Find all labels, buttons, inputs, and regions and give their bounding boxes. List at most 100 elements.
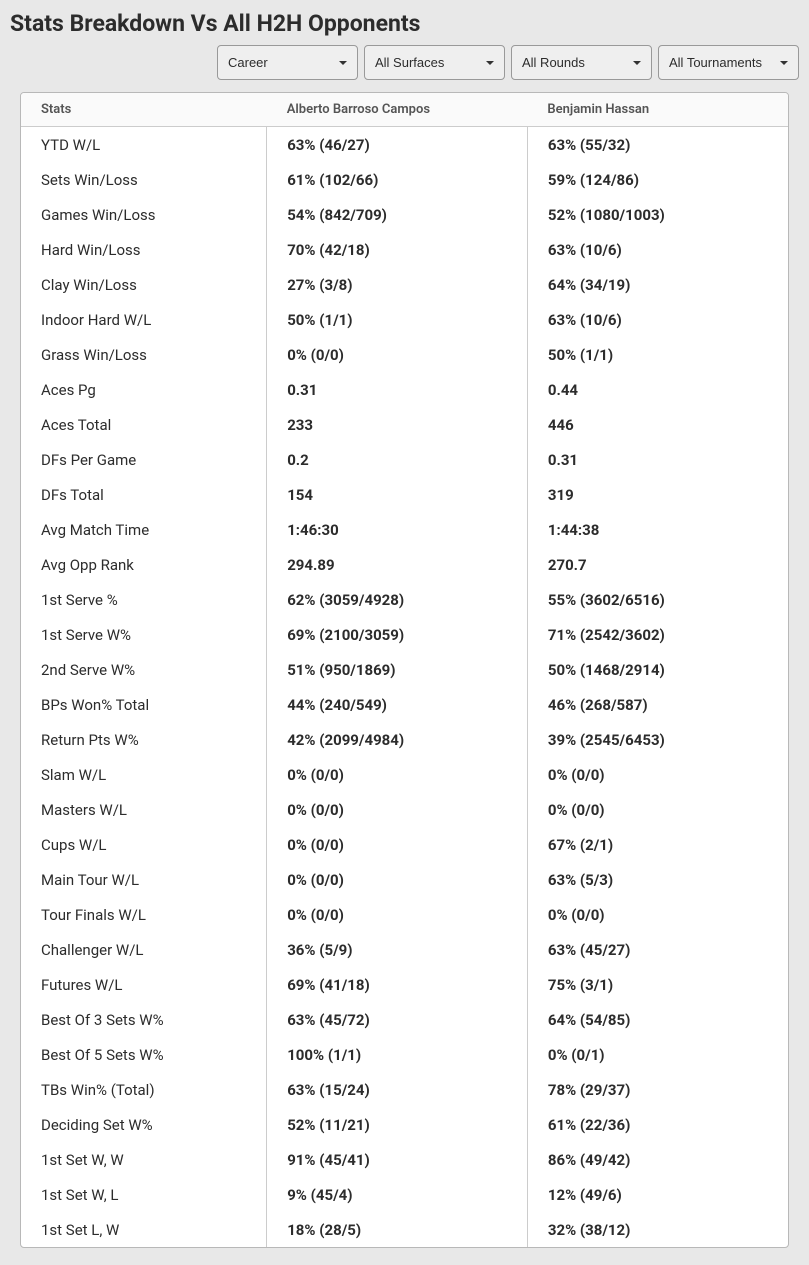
page-title: Stats Breakdown Vs All H2H Opponents: [0, 0, 809, 45]
stat-label: 1st Set L, W: [21, 1212, 267, 1247]
stat-value-player1: 63% (15/24): [267, 1072, 528, 1107]
stat-label: Main Tour W/L: [21, 862, 267, 897]
stat-value-player1: 44% (240/549): [267, 687, 528, 722]
stat-value-player2: 59% (124/86): [527, 162, 788, 197]
table-row: Cups W/L0% (0/0)67% (2/1): [21, 827, 788, 862]
stat-label: Deciding Set W%: [21, 1107, 267, 1142]
stat-value-player1: 100% (1/1): [267, 1037, 528, 1072]
table-row: Indoor Hard W/L50% (1/1)63% (10/6): [21, 302, 788, 337]
stat-label: BPs Won% Total: [21, 687, 267, 722]
stat-label: Indoor Hard W/L: [21, 302, 267, 337]
stat-value-player2: 75% (3/1): [527, 967, 788, 1002]
stat-label: YTD W/L: [21, 127, 267, 163]
stat-value-player2: 12% (49/6): [527, 1177, 788, 1212]
stat-label: 1st Serve W%: [21, 617, 267, 652]
stat-value-player2: 319: [527, 477, 788, 512]
filters-row: Career All Surfaces All Rounds All Tourn…: [0, 45, 809, 92]
table-row: YTD W/L63% (46/27)63% (55/32): [21, 127, 788, 163]
stat-label: TBs Win% (Total): [21, 1072, 267, 1107]
stat-label: Clay Win/Loss: [21, 267, 267, 302]
stat-label: 1st Set W, L: [21, 1177, 267, 1212]
stat-value-player1: 0.31: [267, 372, 528, 407]
stat-value-player2: 64% (34/19): [527, 267, 788, 302]
stat-value-player1: 0% (0/0): [267, 897, 528, 932]
stat-value-player1: 70% (42/18): [267, 232, 528, 267]
table-row: Deciding Set W%52% (11/21)61% (22/36): [21, 1107, 788, 1142]
stat-value-player1: 62% (3059/4928): [267, 582, 528, 617]
stat-label: Best Of 5 Sets W%: [21, 1037, 267, 1072]
stat-label: Futures W/L: [21, 967, 267, 1002]
stat-label: Aces Total: [21, 407, 267, 442]
stat-value-player2: 71% (2542/3602): [527, 617, 788, 652]
stat-label: DFs Per Game: [21, 442, 267, 477]
stat-label: DFs Total: [21, 477, 267, 512]
stat-value-player1: 0% (0/0): [267, 792, 528, 827]
stat-value-player1: 54% (842/709): [267, 197, 528, 232]
table-row: DFs Per Game0.20.31: [21, 442, 788, 477]
table-row: Avg Opp Rank294.89270.7: [21, 547, 788, 582]
table-row: Return Pts W%42% (2099/4984)39% (2545/64…: [21, 722, 788, 757]
table-row: Masters W/L0% (0/0)0% (0/0): [21, 792, 788, 827]
stat-value-player2: 63% (5/3): [527, 862, 788, 897]
filter-rounds[interactable]: All Rounds: [511, 45, 652, 80]
table-row: Grass Win/Loss0% (0/0)50% (1/1): [21, 337, 788, 372]
table-row: 1st Set W, L9% (45/4)12% (49/6): [21, 1177, 788, 1212]
stat-value-player2: 63% (10/6): [527, 302, 788, 337]
stat-label: Return Pts W%: [21, 722, 267, 757]
table-row: Aces Total233446: [21, 407, 788, 442]
table-row: Futures W/L69% (41/18)75% (3/1): [21, 967, 788, 1002]
stat-value-player1: 0.2: [267, 442, 528, 477]
stat-value-player2: 50% (1468/2914): [527, 652, 788, 687]
stat-value-player2: 64% (54/85): [527, 1002, 788, 1037]
table-row: Slam W/L0% (0/0)0% (0/0): [21, 757, 788, 792]
table-row: 1st Serve %62% (3059/4928)55% (3602/6516…: [21, 582, 788, 617]
filter-surface[interactable]: All Surfaces: [364, 45, 505, 80]
table-row: Games Win/Loss54% (842/709)52% (1080/100…: [21, 197, 788, 232]
stat-value-player1: 91% (45/41): [267, 1142, 528, 1177]
stat-label: Masters W/L: [21, 792, 267, 827]
stat-value-player2: 0% (0/1): [527, 1037, 788, 1072]
stat-value-player2: 0% (0/0): [527, 757, 788, 792]
stat-label: Avg Opp Rank: [21, 547, 267, 582]
header-player1: Alberto Barroso Campos: [267, 93, 528, 127]
stat-label: 1st Set W, W: [21, 1142, 267, 1177]
table-row: 2nd Serve W%51% (950/1869)50% (1468/2914…: [21, 652, 788, 687]
stat-label: 2nd Serve W%: [21, 652, 267, 687]
filter-tournaments[interactable]: All Tournaments: [658, 45, 799, 80]
stat-value-player1: 50% (1/1): [267, 302, 528, 337]
stat-value-player1: 294.89: [267, 547, 528, 582]
stat-value-player2: 50% (1/1): [527, 337, 788, 372]
stat-value-player2: 446: [527, 407, 788, 442]
stat-label: Cups W/L: [21, 827, 267, 862]
stat-value-player2: 46% (268/587): [527, 687, 788, 722]
stat-value-player2: 270.7: [527, 547, 788, 582]
stat-value-player1: 52% (11/21): [267, 1107, 528, 1142]
table-header-row: Stats Alberto Barroso Campos Benjamin Ha…: [21, 93, 788, 127]
stat-label: Sets Win/Loss: [21, 162, 267, 197]
stat-value-player2: 39% (2545/6453): [527, 722, 788, 757]
stat-value-player2: 32% (38/12): [527, 1212, 788, 1247]
table-row: 1st Serve W%69% (2100/3059)71% (2542/360…: [21, 617, 788, 652]
table-row: Avg Match Time1:46:301:44:38: [21, 512, 788, 547]
filter-period[interactable]: Career: [217, 45, 358, 80]
stat-label: Challenger W/L: [21, 932, 267, 967]
stat-value-player2: 55% (3602/6516): [527, 582, 788, 617]
stat-label: Best Of 3 Sets W%: [21, 1002, 267, 1037]
stat-value-player1: 63% (46/27): [267, 127, 528, 163]
table-row: Main Tour W/L0% (0/0)63% (5/3): [21, 862, 788, 897]
stat-label: 1st Serve %: [21, 582, 267, 617]
stat-value-player2: 63% (55/32): [527, 127, 788, 163]
header-player2: Benjamin Hassan: [527, 93, 788, 127]
stats-table: Stats Alberto Barroso Campos Benjamin Ha…: [21, 93, 788, 1247]
stat-value-player1: 42% (2099/4984): [267, 722, 528, 757]
stat-value-player1: 36% (5/9): [267, 932, 528, 967]
stat-value-player1: 63% (45/72): [267, 1002, 528, 1037]
stat-label: Avg Match Time: [21, 512, 267, 547]
stat-value-player2: 63% (10/6): [527, 232, 788, 267]
table-row: Hard Win/Loss70% (42/18)63% (10/6): [21, 232, 788, 267]
stat-value-player1: 154: [267, 477, 528, 512]
stat-label: Grass Win/Loss: [21, 337, 267, 372]
stat-label: Slam W/L: [21, 757, 267, 792]
stat-value-player1: 27% (3/8): [267, 267, 528, 302]
stat-label: Hard Win/Loss: [21, 232, 267, 267]
